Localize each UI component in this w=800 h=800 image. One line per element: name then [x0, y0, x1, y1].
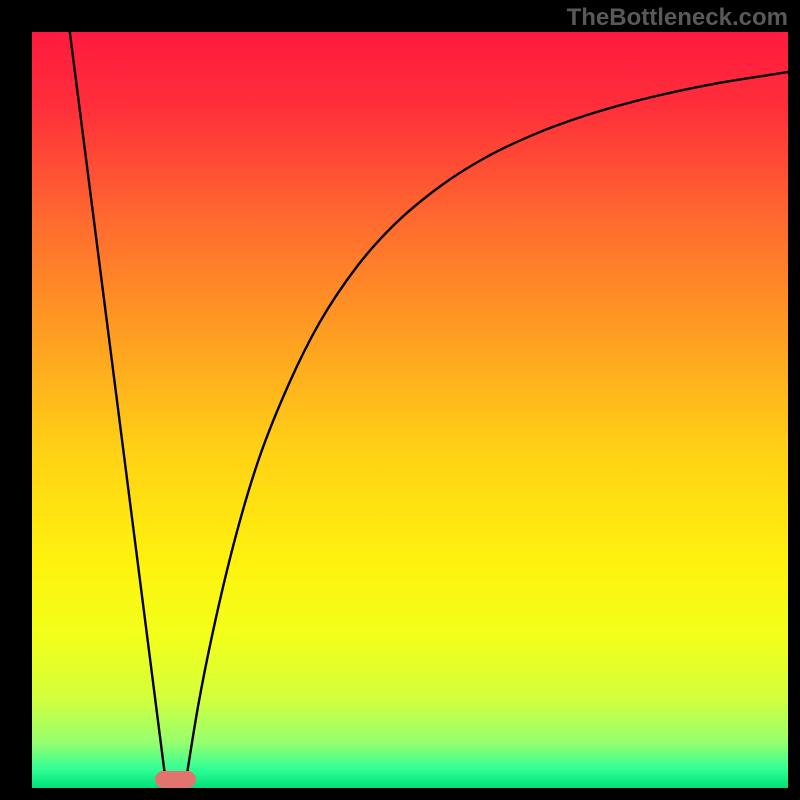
chart-container: TheBottleneck.com [0, 0, 800, 800]
plot-area [32, 32, 788, 788]
curve-left-descent [70, 32, 167, 788]
curve-right-ascent [185, 72, 788, 788]
watermark-text: TheBottleneck.com [567, 4, 788, 32]
optimal-marker [155, 771, 197, 788]
curves-overlay [32, 32, 788, 788]
